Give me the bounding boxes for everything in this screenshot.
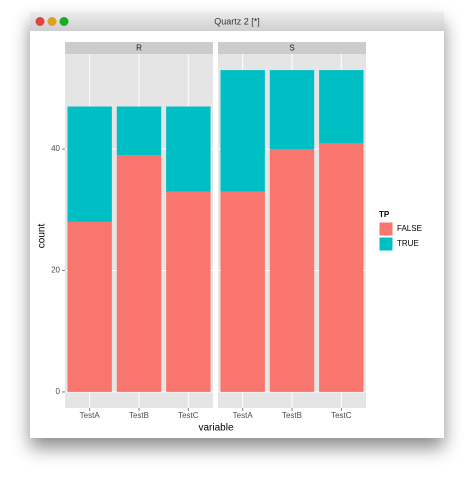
strip-label: R (136, 44, 142, 53)
close-button[interactable] (35, 17, 45, 26)
window-title: Quartz 2 [*] (214, 16, 260, 26)
bar-segment (220, 191, 265, 392)
legend-key (378, 236, 394, 252)
bar-segment (269, 149, 315, 392)
bar-segment (166, 191, 211, 392)
x-tick-label: TestA (233, 411, 254, 420)
y-axis-title: count (37, 224, 48, 249)
x-tick-label: TestB (129, 411, 149, 420)
strip (65, 42, 213, 54)
x-tick-label: TestB (282, 411, 302, 420)
bar-segment (166, 106, 211, 192)
y-tick-label: 0 (56, 387, 61, 396)
zoom-button[interactable] (59, 17, 69, 26)
bar-segment (220, 70, 265, 192)
bar-segment (67, 106, 112, 222)
y-tick-label: 40 (51, 144, 60, 153)
chart: R TestA TestB TestC S TestA TestB TestC 0 20 40 var… (37, 42, 422, 434)
legend-key (378, 221, 394, 237)
bar-segment (319, 70, 364, 143)
bar-segment (116, 155, 162, 392)
bar-segment (116, 106, 162, 156)
y-tick-label: 20 (51, 266, 60, 275)
x-tick-label: TestC (178, 411, 199, 420)
x-tick-label: TestA (80, 411, 101, 420)
title-bar (30, 12, 444, 31)
bar-segment (319, 142, 364, 392)
bar-segment (269, 70, 315, 150)
legend-title: TP (379, 210, 390, 219)
minimize-button[interactable] (47, 17, 57, 26)
legend-label: TRUE (397, 239, 419, 248)
x-axis-title: variable (198, 423, 233, 434)
x-tick-label: TestC (331, 411, 352, 420)
strip-label: S (289, 44, 294, 53)
strip (218, 42, 366, 54)
bar-segment (67, 221, 112, 392)
legend-label: FALSE (397, 224, 422, 233)
